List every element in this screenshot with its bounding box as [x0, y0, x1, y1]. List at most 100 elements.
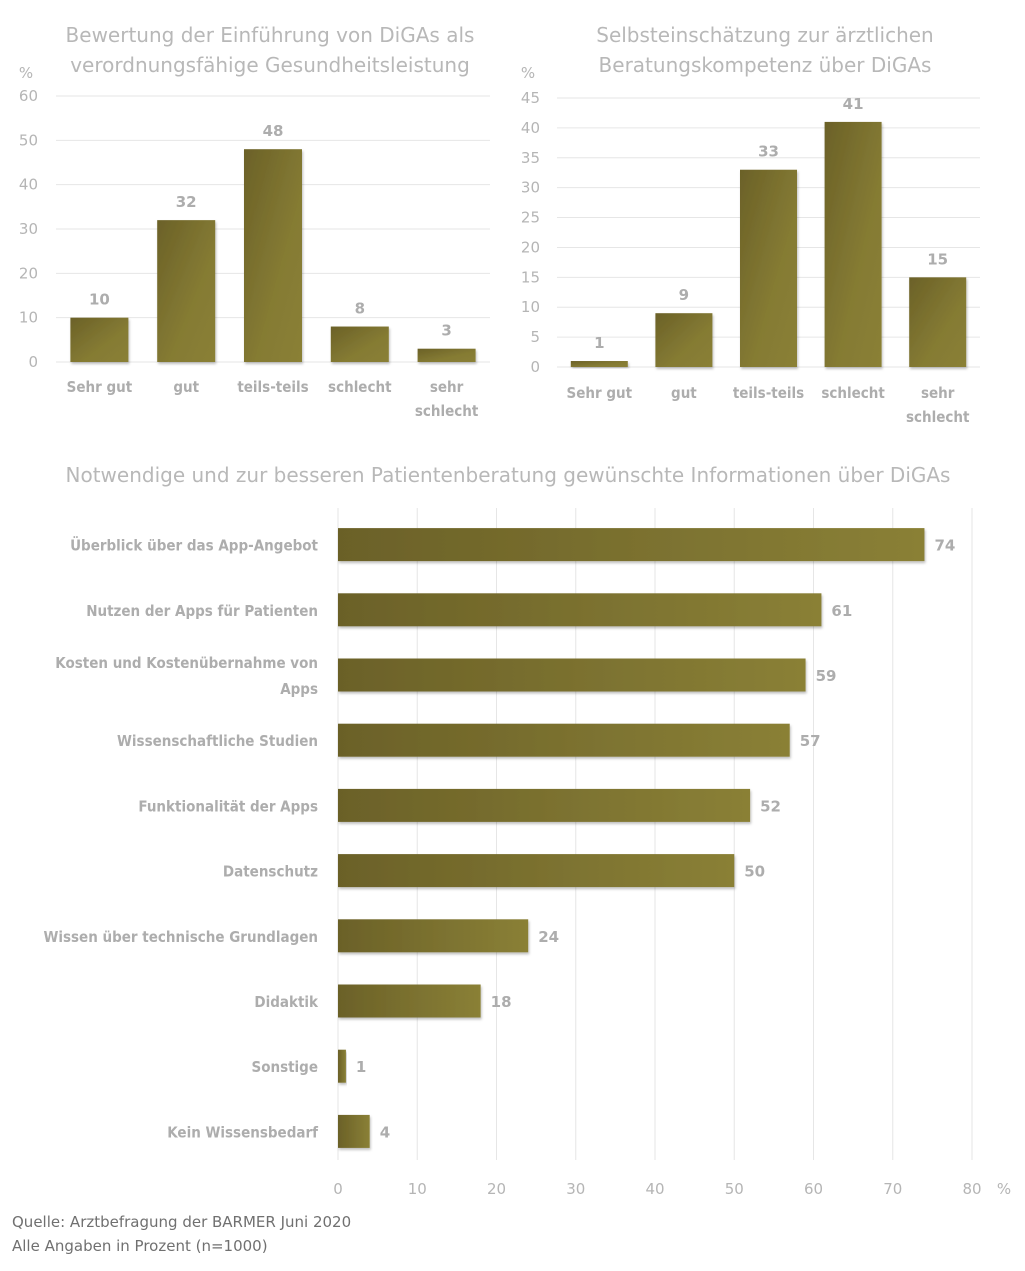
y-axis-unit: % — [521, 64, 535, 82]
x-category-label: schlecht — [328, 378, 392, 396]
bar — [338, 854, 735, 888]
x-axis-unit: % — [997, 1180, 1011, 1198]
data-label: 52 — [760, 797, 781, 815]
y-tick-label: 0 — [530, 358, 540, 376]
data-label: 1 — [356, 1058, 366, 1076]
data-label: 10 — [89, 291, 110, 309]
y-category-label: Wissen über technische Grundlagen — [43, 928, 318, 946]
data-label: 61 — [831, 602, 852, 620]
data-label: 15 — [927, 250, 948, 268]
y-category-label: Apps — [280, 680, 318, 698]
y-category-label: Wissenschaftliche Studien — [117, 732, 318, 750]
y-tick-label: 50 — [19, 131, 38, 149]
chart-title: Bewertung der Einführung von DiGAs als — [66, 23, 475, 47]
sample-note: Alle Angaben in Prozent (n=1000) — [12, 1237, 268, 1255]
bar — [244, 149, 302, 362]
y-category-label: Didaktik — [254, 993, 319, 1011]
chart-title: verordnungsfähige Gesundheitsleistung — [70, 53, 470, 77]
bar — [740, 169, 797, 367]
chart-title: Selbsteinschätzung zur ärztlichen — [596, 23, 933, 47]
x-tick-label: 80 — [962, 1180, 981, 1198]
y-category-label: Kosten und Kostenübernahme von — [55, 654, 318, 672]
y-tick-label: 15 — [521, 268, 540, 286]
competence-chart: Selbsteinschätzung zur ärztlichen Beratun… — [521, 23, 980, 426]
bar — [338, 593, 822, 627]
x-category-label: sehr — [430, 378, 464, 396]
x-tick-label: 50 — [725, 1180, 744, 1198]
bar — [338, 984, 481, 1018]
x-tick-label: 30 — [566, 1180, 585, 1198]
data-label: 9 — [679, 286, 689, 304]
bar — [338, 1114, 370, 1148]
bar — [417, 348, 476, 362]
data-label: 48 — [263, 122, 284, 140]
y-category-label: Überblick über das App-Angebot — [70, 536, 318, 555]
y-tick-label: 20 — [521, 238, 540, 256]
bar — [570, 361, 628, 367]
data-label: 18 — [491, 993, 512, 1011]
data-label: 8 — [355, 300, 365, 318]
data-label: 1 — [594, 334, 604, 352]
bar — [330, 326, 389, 362]
x-category-label: schlecht — [415, 402, 479, 420]
data-label: 50 — [744, 863, 765, 881]
chart-title: Beratungskompetenz über DiGAs — [599, 53, 932, 77]
y-tick-label: 40 — [521, 119, 540, 137]
data-label: 33 — [758, 143, 779, 161]
x-tick-label: 20 — [487, 1180, 506, 1198]
y-tick-label: 20 — [19, 264, 38, 282]
bar — [338, 919, 529, 953]
bar — [338, 658, 806, 692]
x-category-label: schlecht — [821, 384, 885, 402]
x-category-label: schlecht — [906, 408, 970, 426]
bar — [70, 317, 129, 362]
x-category-label: gut — [671, 384, 697, 402]
y-category-label: Funktionalität der Apps — [138, 797, 318, 815]
y-tick-label: 30 — [19, 220, 38, 238]
x-category-label: sehr — [921, 384, 955, 402]
chart-title: Notwendige und zur besseren Patientenber… — [66, 463, 951, 487]
y-tick-label: 35 — [521, 149, 540, 167]
x-category-label: Sehr gut — [567, 384, 633, 402]
information-needs-chart: Notwendige und zur besseren Patientenber… — [43, 463, 1011, 1198]
x-tick-label: 40 — [645, 1180, 664, 1198]
bar — [655, 313, 713, 367]
x-category-label: teils-teils — [237, 378, 308, 396]
y-tick-label: 10 — [19, 309, 38, 327]
bar — [824, 121, 882, 368]
y-category-label: Kein Wissensbedarf — [167, 1123, 318, 1141]
data-label: 3 — [441, 322, 451, 340]
data-label: 57 — [800, 732, 821, 750]
x-category-label: gut — [173, 378, 199, 396]
data-label: 32 — [176, 193, 197, 211]
bar — [909, 277, 967, 367]
x-category-label: Sehr gut — [67, 378, 133, 396]
y-tick-label: 40 — [19, 176, 38, 194]
data-label: 59 — [816, 667, 837, 685]
data-label: 4 — [380, 1123, 390, 1141]
y-tick-label: 10 — [521, 298, 540, 316]
x-tick-label: 60 — [804, 1180, 823, 1198]
source-note: Quelle: Arztbefragung der BARMER Juni 20… — [12, 1213, 352, 1231]
y-category-label: Datenschutz — [223, 863, 318, 881]
y-tick-label: 60 — [19, 87, 38, 105]
y-tick-label: 5 — [530, 328, 540, 346]
rating-chart: Bewertung der Einführung von DiGAs als ve… — [19, 23, 490, 420]
x-tick-label: 10 — [408, 1180, 427, 1198]
x-tick-label: 70 — [883, 1180, 902, 1198]
bar — [338, 528, 925, 562]
data-label: 74 — [934, 537, 955, 555]
y-tick-label: 0 — [28, 353, 38, 371]
y-tick-label: 30 — [521, 179, 540, 197]
y-tick-label: 45 — [521, 89, 540, 107]
x-category-label: teils-teils — [733, 384, 804, 402]
bar — [338, 788, 751, 822]
bar — [338, 1049, 346, 1083]
bar — [157, 220, 216, 362]
y-axis-unit: % — [19, 64, 33, 82]
bar — [338, 723, 790, 757]
data-label: 41 — [843, 95, 864, 113]
x-tick-label: 0 — [333, 1180, 343, 1198]
data-label: 24 — [538, 928, 559, 946]
